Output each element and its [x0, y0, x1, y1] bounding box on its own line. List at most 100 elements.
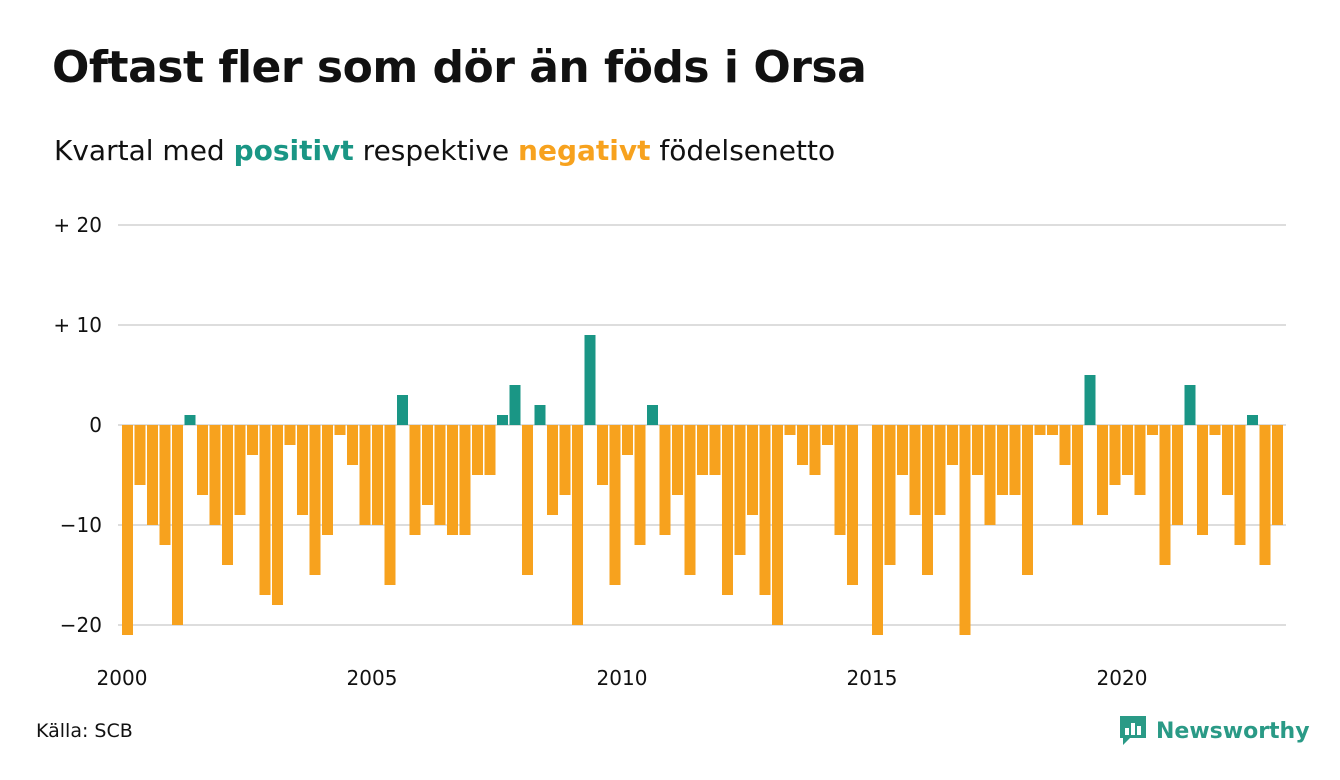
bar	[247, 425, 258, 455]
chart-subtitle: Kvartal med positivt respektive negativt…	[54, 134, 835, 167]
bar	[834, 425, 846, 535]
bar	[1272, 425, 1283, 525]
bar	[847, 425, 858, 585]
bar	[1197, 425, 1208, 535]
bar	[1259, 425, 1271, 565]
subtitle-negative-word: negativt	[518, 134, 651, 167]
bar	[822, 425, 833, 445]
bar	[309, 425, 321, 575]
brand-logo[interactable]: Newsworthy	[1118, 714, 1310, 748]
source-note: Källa: SCB	[36, 720, 133, 742]
bar	[659, 425, 671, 535]
bar	[1247, 415, 1258, 425]
bar	[559, 425, 571, 495]
bars	[122, 335, 1283, 635]
bar	[1072, 425, 1083, 525]
bar	[984, 425, 996, 525]
bar	[1097, 425, 1108, 515]
subtitle-middle: respektive	[353, 134, 519, 167]
bar	[422, 425, 433, 505]
bar	[522, 425, 533, 575]
bar	[159, 425, 171, 545]
bar	[747, 425, 758, 515]
bar	[1172, 425, 1183, 525]
bar	[647, 405, 658, 425]
bar	[884, 425, 896, 565]
brand-name: Newsworthy	[1156, 718, 1310, 744]
bar	[672, 425, 683, 495]
bar	[1209, 425, 1221, 435]
bar	[334, 425, 346, 435]
bar	[784, 425, 796, 435]
bar	[1009, 425, 1021, 495]
bar	[897, 425, 908, 475]
bar	[347, 425, 358, 465]
bar	[922, 425, 933, 575]
bar	[622, 425, 633, 455]
bar	[909, 425, 921, 515]
bar	[197, 425, 208, 495]
bar	[297, 425, 308, 515]
bar	[509, 385, 521, 425]
bar	[284, 425, 296, 445]
bar	[1159, 425, 1171, 565]
bar	[722, 425, 733, 595]
bar	[1047, 425, 1058, 435]
bar	[1234, 425, 1246, 545]
y-tick-label: + 10	[53, 313, 102, 337]
bar	[384, 425, 396, 585]
bar	[797, 425, 808, 465]
bar	[1222, 425, 1233, 495]
bar	[372, 425, 383, 525]
bar	[1184, 385, 1196, 425]
bar	[547, 425, 558, 515]
x-axis-tick-labels: 2000 2005 2010 2015 2020	[97, 666, 1148, 690]
bar	[709, 425, 721, 475]
bar	[497, 415, 508, 425]
bar	[259, 425, 271, 595]
newsworthy-logo-icon	[1120, 716, 1146, 745]
bar	[572, 425, 583, 625]
bar	[609, 425, 621, 585]
bar	[584, 335, 596, 425]
bar	[809, 425, 821, 475]
bar	[947, 425, 958, 465]
bar	[472, 425, 483, 475]
bar	[209, 425, 221, 525]
bar	[459, 425, 471, 535]
bar	[147, 425, 158, 525]
bar	[759, 425, 771, 595]
bar	[734, 425, 746, 555]
bar	[134, 425, 146, 485]
bar	[1059, 425, 1071, 465]
bar	[1109, 425, 1121, 485]
bar	[322, 425, 333, 535]
bar	[959, 425, 971, 635]
bar	[184, 415, 196, 425]
x-tick-label: 2020	[1097, 666, 1148, 690]
y-tick-label: −20	[60, 613, 102, 637]
bar	[634, 425, 646, 545]
bar	[1147, 425, 1158, 435]
bar	[1134, 425, 1146, 495]
bar	[1084, 375, 1096, 425]
bar	[972, 425, 983, 475]
bar	[872, 425, 883, 635]
bar	[234, 425, 246, 515]
bar	[272, 425, 283, 605]
y-tick-label: + 20	[53, 213, 102, 237]
bar	[172, 425, 183, 625]
y-axis-tick-labels: + 20 + 10 0 −10 −20	[53, 213, 102, 637]
bar	[484, 425, 496, 475]
bar	[447, 425, 458, 535]
subtitle-prefix: Kvartal med	[54, 134, 234, 167]
bar	[1034, 425, 1046, 435]
subtitle-positive-word: positivt	[233, 134, 354, 167]
x-tick-label: 2015	[847, 666, 898, 690]
bar	[397, 395, 408, 425]
bar	[697, 425, 708, 475]
bar	[997, 425, 1008, 495]
y-tick-label: 0	[89, 413, 102, 437]
bar	[534, 405, 546, 425]
